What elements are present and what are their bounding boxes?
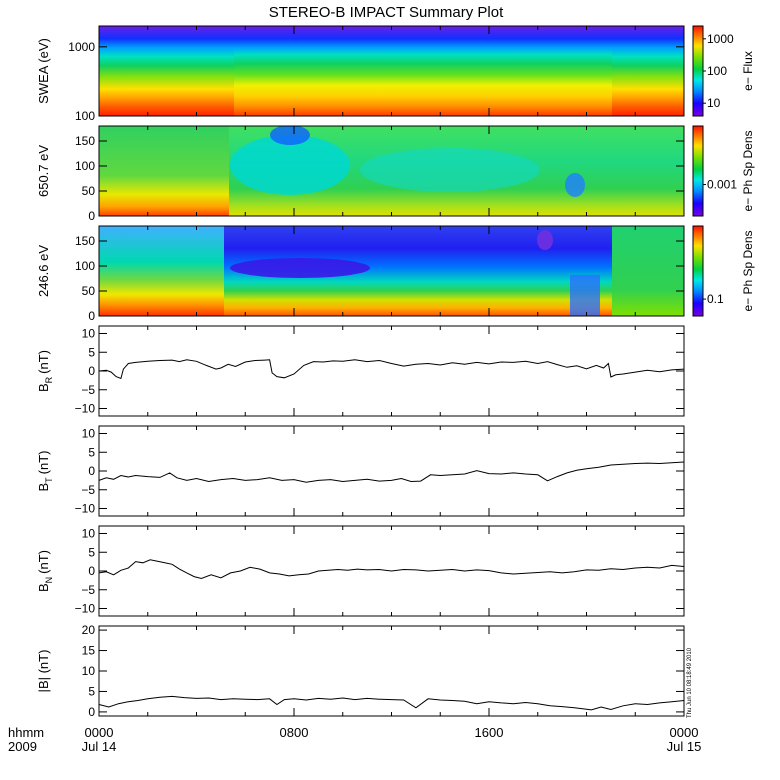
ytick-label-1-2: 50 bbox=[82, 184, 96, 198]
swea-warm-end bbox=[612, 26, 684, 116]
ytick-label-0-0: 1000 bbox=[68, 40, 95, 54]
cbar-label-1: e− Ph Sp Dens bbox=[741, 130, 755, 211]
ytick-label-4-3: −5 bbox=[81, 483, 95, 497]
ylabel-0: SWEA (eV) bbox=[36, 38, 51, 104]
ytick-label-5-0: 10 bbox=[82, 527, 96, 541]
p246-warm bbox=[99, 226, 224, 316]
ytick-label-5-3: −5 bbox=[81, 583, 95, 597]
cbar-label-0: e− Flux bbox=[741, 51, 755, 91]
cbar-tick-label-0-1: 100 bbox=[707, 64, 727, 78]
ytick-label-2-3: 0 bbox=[88, 309, 95, 323]
ytick-label-3-1: 5 bbox=[88, 345, 95, 359]
ytick-label-4-2: 0 bbox=[88, 464, 95, 478]
xtick-label-3: 0000 bbox=[670, 725, 699, 740]
ytick-label-6-3: 5 bbox=[88, 684, 95, 698]
series-trace-6 bbox=[98, 695, 685, 711]
p650-cyan-band bbox=[360, 148, 540, 192]
ytick-label-2-2: 50 bbox=[82, 284, 96, 298]
colorbar-swea-bar bbox=[692, 25, 704, 117]
series-trace-3 bbox=[98, 359, 685, 380]
cbar-tick-label-0-0: 1000 bbox=[707, 32, 734, 46]
ytick-label-1-0: 150 bbox=[75, 134, 95, 148]
colorbar-p246 bbox=[692, 225, 704, 317]
series-trace-5 bbox=[98, 559, 685, 580]
ytick-label-1-3: 0 bbox=[88, 209, 95, 223]
plot-title: STEREO-B IMPACT Summary Plot bbox=[269, 4, 504, 21]
xtick-sublabel-3: Jul 15 bbox=[667, 739, 702, 754]
line-frame-6 bbox=[98, 625, 685, 717]
ytick-label-6-4: 0 bbox=[88, 705, 95, 719]
ytick-label-6-2: 10 bbox=[82, 664, 96, 678]
p246-blue-column bbox=[570, 275, 600, 316]
cbar-tick-label-2-0: 0.1 bbox=[707, 292, 724, 306]
ytick-label-0-1: 100 bbox=[75, 109, 95, 123]
swea-warm-start bbox=[99, 26, 234, 116]
pitch-246-spectrogram bbox=[98, 225, 685, 317]
p246-purple-spot bbox=[537, 230, 553, 250]
swea-spectrogram bbox=[98, 25, 685, 117]
colorbar-p650-bar bbox=[692, 125, 704, 217]
p650-blue-patch bbox=[270, 126, 310, 145]
cbar-label-2: e− Ph Sp Dens bbox=[741, 230, 755, 311]
colorbar-p650 bbox=[692, 125, 704, 217]
p246-dark-band bbox=[230, 258, 370, 278]
p650-cyan-patch bbox=[230, 135, 350, 195]
year-label: 2009 bbox=[8, 739, 37, 754]
p650-blue-spot bbox=[565, 173, 585, 197]
ylabel-2: 246.6 eV bbox=[36, 245, 51, 297]
pitch-650-spectrogram bbox=[98, 125, 685, 217]
ytick-label-5-4: −10 bbox=[75, 602, 96, 616]
ylabel-1: 650.7 eV bbox=[36, 145, 51, 197]
p650-warm bbox=[99, 126, 229, 216]
line-frame-4 bbox=[98, 425, 685, 517]
ytick-label-4-4: −10 bbox=[75, 502, 96, 516]
ytick-label-3-2: 0 bbox=[88, 364, 95, 378]
xtick-label-2: 1600 bbox=[475, 725, 504, 740]
ylabel-3: BR(nT) bbox=[36, 350, 54, 392]
magnetic-field-panels bbox=[98, 325, 685, 717]
xtick-label-1: 0800 bbox=[280, 725, 309, 740]
ylabel-5: BN(nT) bbox=[36, 550, 54, 592]
ytick-label-3-0: 10 bbox=[82, 327, 96, 341]
ytick-label-3-3: −5 bbox=[81, 383, 95, 397]
ytick-label-1-1: 100 bbox=[75, 159, 95, 173]
ytick-label-3-4: −10 bbox=[75, 402, 96, 416]
cbar-tick-label-1-0: 0.001 bbox=[707, 178, 737, 192]
xtick-sublabel-0: Jul 14 bbox=[82, 739, 117, 754]
ytick-label-4-0: 10 bbox=[82, 427, 96, 441]
ylabel-6: |B| (nT) bbox=[36, 650, 51, 693]
ytick-label-5-2: 0 bbox=[88, 564, 95, 578]
ytick-label-6-1: 15 bbox=[82, 644, 96, 658]
colorbar-swea bbox=[692, 25, 704, 117]
cbar-tick-label-0-2: 10 bbox=[707, 96, 721, 110]
ylabel-4: BT(nT) bbox=[36, 450, 54, 491]
time-label: hhmm bbox=[8, 725, 44, 740]
ytick-label-4-1: 5 bbox=[88, 445, 95, 459]
series-trace-4 bbox=[98, 461, 685, 483]
colorbar-p246-bar bbox=[692, 225, 704, 317]
ytick-label-2-1: 100 bbox=[75, 259, 95, 273]
ytick-label-5-1: 5 bbox=[88, 545, 95, 559]
line-frame-3 bbox=[98, 325, 685, 417]
xtick-label-0: 0000 bbox=[85, 725, 114, 740]
ytick-label-2-0: 150 bbox=[75, 234, 95, 248]
generation-timestamp: Thu Jun 10 08:18:49 2010 bbox=[687, 647, 693, 718]
p246-end bbox=[612, 226, 684, 316]
ytick-label-6-0: 20 bbox=[82, 623, 96, 637]
